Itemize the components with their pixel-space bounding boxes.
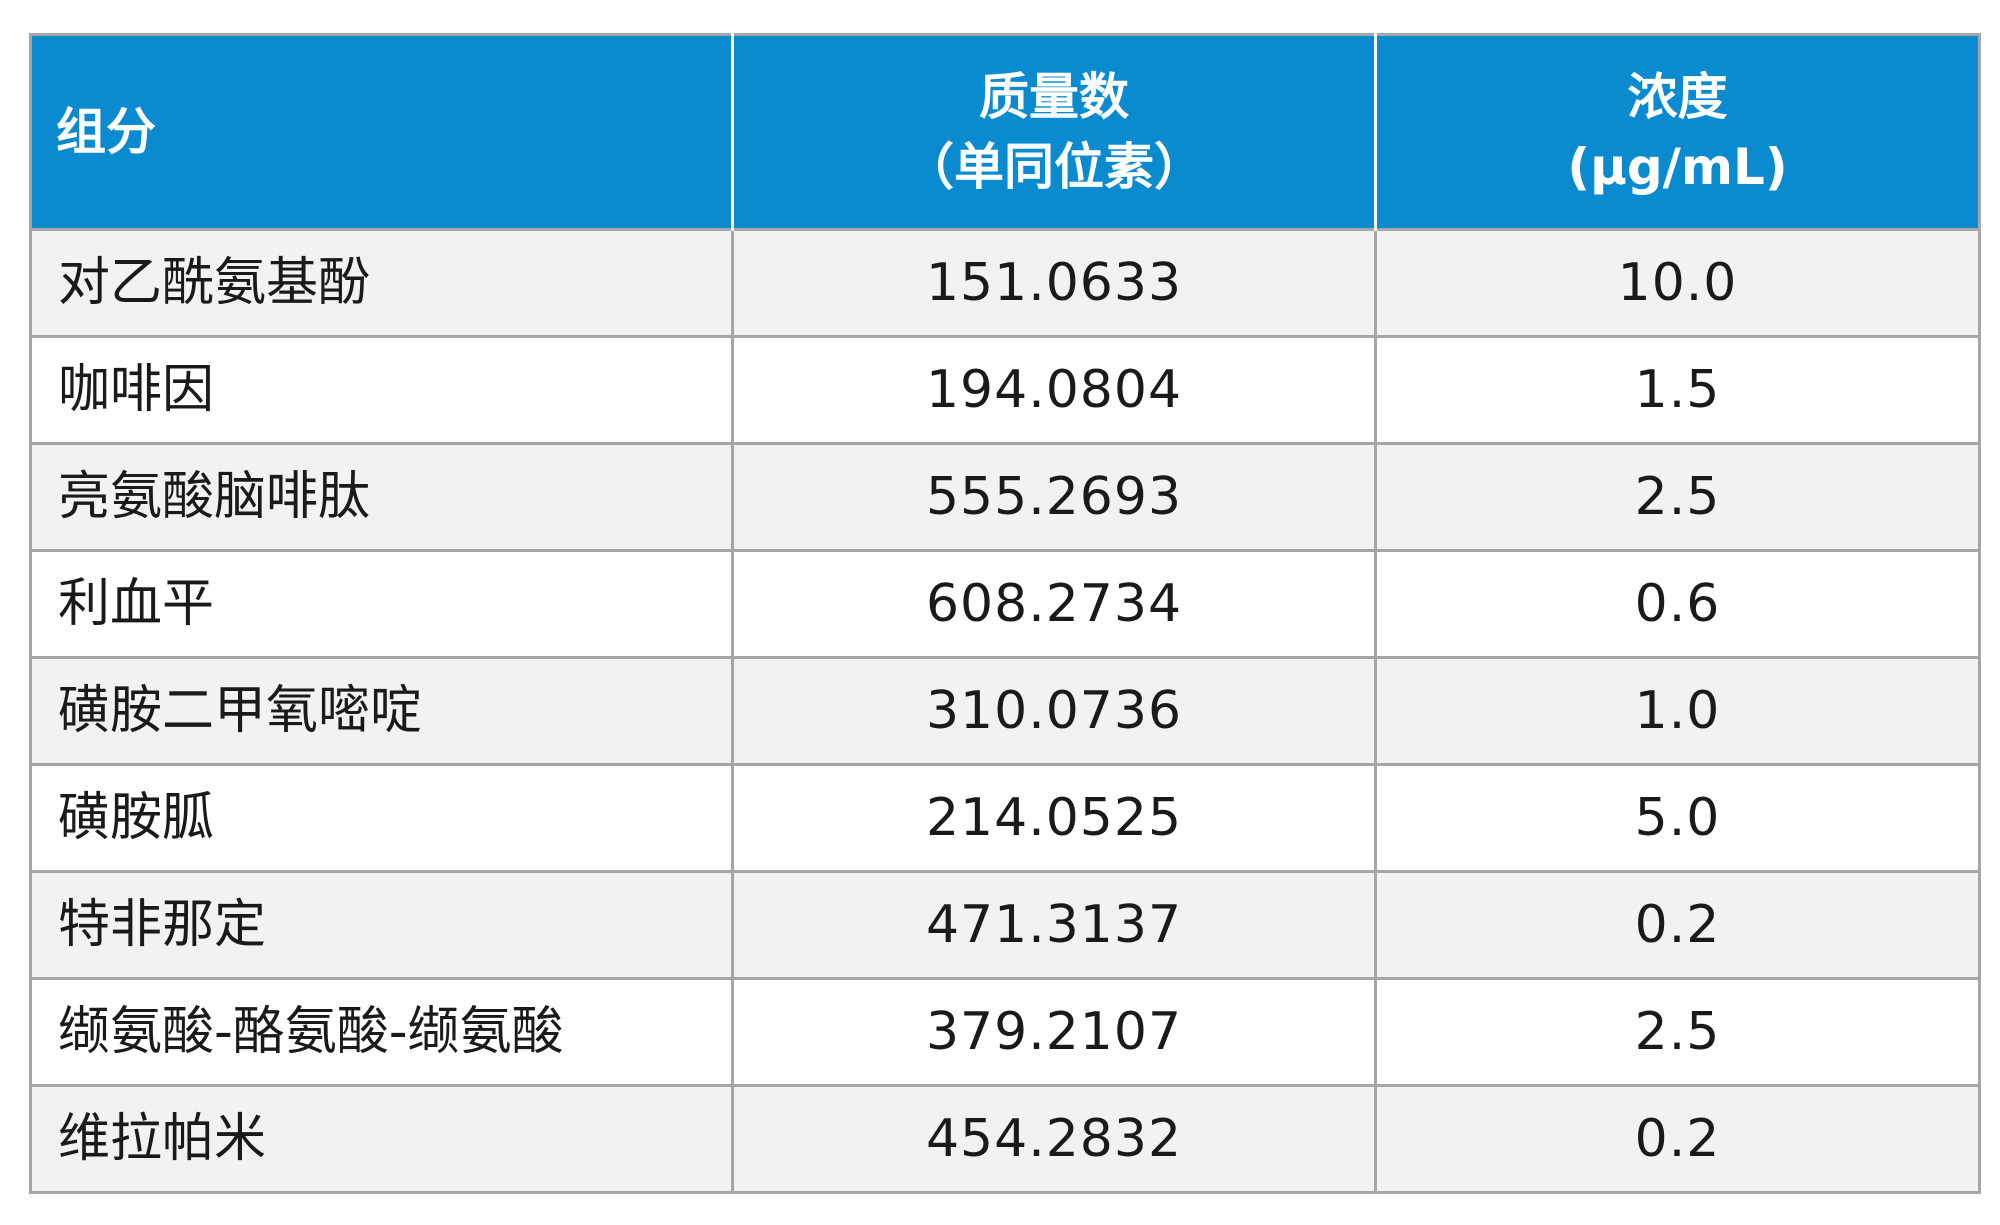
mass-cell: 471.3137 xyxy=(731,870,1376,979)
mass-cell: 214.0525 xyxy=(731,763,1376,872)
table-row: 对乙酰氨基酚 151.0633 10.0 xyxy=(30,228,1980,337)
header-mass-line2: （单同位素） xyxy=(904,138,1204,196)
table-row: 特非那定 471.3137 0.2 xyxy=(30,870,1980,979)
mass-cell: 454.2832 xyxy=(731,1084,1376,1193)
header-concentration: 浓度 (µg/mL) xyxy=(1374,34,1980,230)
concentration-cell: 1.5 xyxy=(1374,335,1980,444)
table-row: 磺胺二甲氧嘧啶 310.0736 1.0 xyxy=(30,656,1980,765)
component-cell: 对乙酰氨基酚 xyxy=(30,228,733,337)
table-row: 利血平 608.2734 0.6 xyxy=(30,549,1980,658)
header-row: 组分 质量数 （单同位素） 浓度 (µg/mL) xyxy=(30,34,1980,230)
component-cell: 缬氨酸-酪氨酸-缬氨酸 xyxy=(30,977,733,1086)
mass-cell: 151.0633 xyxy=(731,228,1376,337)
mass-cell: 555.2693 xyxy=(731,442,1376,551)
table-row: 咖啡因 194.0804 1.5 xyxy=(30,335,1980,444)
component-cell: 磺胺二甲氧嘧啶 xyxy=(30,656,733,765)
concentration-cell: 5.0 xyxy=(1374,763,1980,872)
mass-cell: 194.0804 xyxy=(731,335,1376,444)
component-cell: 利血平 xyxy=(30,549,733,658)
concentration-cell: 1.0 xyxy=(1374,656,1980,765)
mass-cell: 379.2107 xyxy=(731,977,1376,1086)
header-mass: 质量数 （单同位素） xyxy=(731,34,1376,230)
component-cell: 咖啡因 xyxy=(30,335,733,444)
component-cell: 特非那定 xyxy=(30,870,733,979)
header-component-label: 组分 xyxy=(56,103,156,161)
mass-cell: 310.0736 xyxy=(731,656,1376,765)
mass-cell: 608.2734 xyxy=(731,549,1376,658)
concentration-cell: 0.2 xyxy=(1374,870,1980,979)
header-concentration-line1: 浓度 xyxy=(1627,68,1728,126)
concentration-cell: 0.6 xyxy=(1374,549,1980,658)
component-cell: 亮氨酸脑啡肽 xyxy=(30,442,733,551)
header-concentration-line2: (µg/mL) xyxy=(1567,138,1788,196)
compound-table: 组分 质量数 （单同位素） 浓度 (µg/mL) 对乙酰氨基酚 151.0633… xyxy=(29,33,1981,1194)
concentration-cell: 0.2 xyxy=(1374,1084,1980,1193)
header-component: 组分 xyxy=(30,34,733,230)
concentration-cell: 10.0 xyxy=(1374,228,1980,337)
header-mass-line1: 质量数 xyxy=(979,68,1129,126)
table-row: 维拉帕米 454.2832 0.2 xyxy=(30,1084,1980,1193)
table-row: 缬氨酸-酪氨酸-缬氨酸 379.2107 2.5 xyxy=(30,977,1980,1086)
component-cell: 磺胺胍 xyxy=(30,763,733,872)
table-row: 亮氨酸脑啡肽 555.2693 2.5 xyxy=(30,442,1980,551)
concentration-cell: 2.5 xyxy=(1374,442,1980,551)
component-cell: 维拉帕米 xyxy=(30,1084,733,1193)
concentration-cell: 2.5 xyxy=(1374,977,1980,1086)
table-row: 磺胺胍 214.0525 5.0 xyxy=(30,763,1980,872)
